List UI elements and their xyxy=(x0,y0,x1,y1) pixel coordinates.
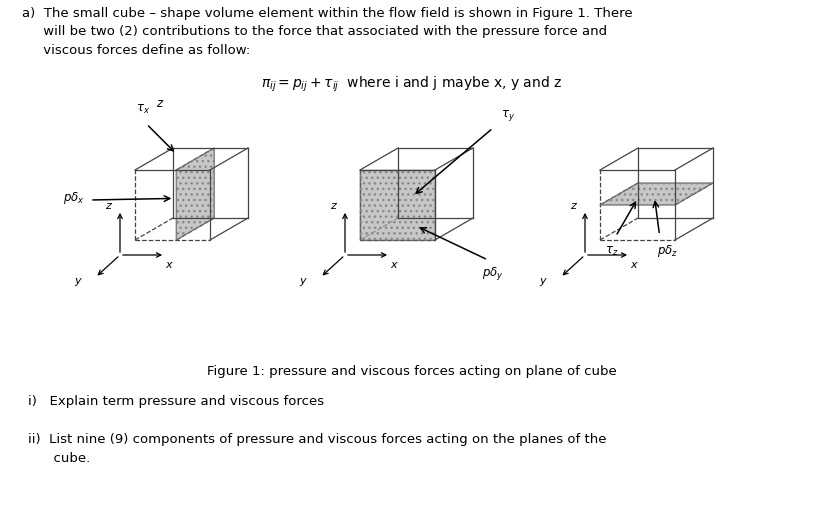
Text: x: x xyxy=(630,260,637,270)
Text: $\tau_y$: $\tau_y$ xyxy=(501,108,515,123)
Text: z: z xyxy=(330,201,336,211)
Text: Figure 1: pressure and viscous forces acting on plane of cube: Figure 1: pressure and viscous forces ac… xyxy=(207,365,617,378)
Text: x: x xyxy=(166,260,172,270)
Text: y: y xyxy=(74,277,81,286)
Text: y: y xyxy=(299,277,305,286)
Polygon shape xyxy=(600,183,713,205)
Text: y: y xyxy=(539,277,545,286)
Polygon shape xyxy=(360,170,435,240)
Text: $\tau_x$: $\tau_x$ xyxy=(136,103,150,116)
Text: z: z xyxy=(157,97,163,110)
Text: x: x xyxy=(391,260,398,270)
Text: i)   Explain term pressure and viscous forces: i) Explain term pressure and viscous for… xyxy=(28,395,324,408)
Text: $p\delta_x$: $p\delta_x$ xyxy=(64,190,85,206)
Text: $\tau_z$: $\tau_z$ xyxy=(605,244,619,258)
Text: z: z xyxy=(105,201,111,211)
Text: $\pi_{ij} = p_{ij} + \tau_{ij}$  where i and j maybe x, y and z: $\pi_{ij} = p_{ij} + \tau_{ij}$ where i … xyxy=(262,75,563,94)
Text: $p\delta_y$: $p\delta_y$ xyxy=(482,265,504,282)
Text: $p\delta_z$: $p\delta_z$ xyxy=(657,243,678,259)
Text: z: z xyxy=(570,201,576,211)
Text: ii)  List nine (9) components of pressure and viscous forces acting on the plane: ii) List nine (9) components of pressure… xyxy=(28,433,606,465)
Polygon shape xyxy=(177,148,214,240)
Text: a)  The small cube – shape volume element within the flow field is shown in Figu: a) The small cube – shape volume element… xyxy=(22,7,633,57)
